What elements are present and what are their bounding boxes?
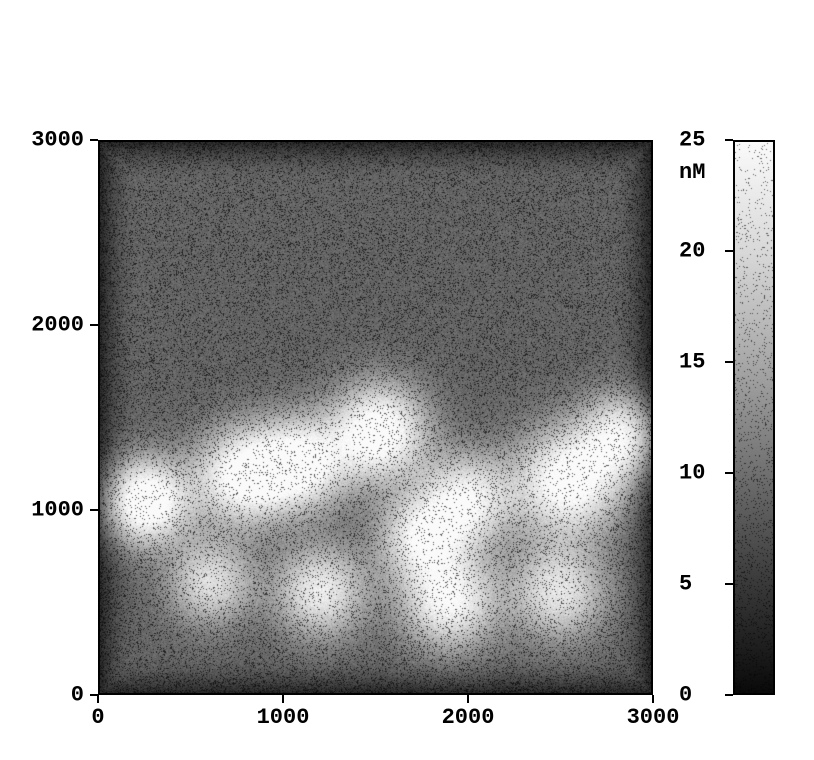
colorbar-tick-mark (725, 583, 733, 585)
colorbar-tick-label: 5 (679, 572, 692, 597)
y-tick-label: 1000 (14, 498, 84, 523)
colorbar-tick-mark (725, 472, 733, 474)
x-tick-label: 3000 (627, 705, 680, 730)
colorbar-tick-mark (725, 694, 733, 696)
x-tick-mark (282, 695, 284, 703)
colorbar-tick-label: 10 (679, 461, 705, 486)
y-tick-mark (90, 509, 98, 511)
y-tick-label: 2000 (14, 313, 84, 338)
colorbar-tick-label: 0 (679, 683, 692, 708)
x-tick-mark (97, 695, 99, 703)
x-tick-label: 2000 (442, 705, 495, 730)
x-tick-mark (652, 695, 654, 703)
heatmap-plot (98, 140, 653, 695)
x-tick-label: 0 (91, 705, 104, 730)
y-tick-label: 3000 (14, 128, 84, 153)
colorbar-tick-label: 15 (679, 350, 705, 375)
colorbar-tick-mark (725, 139, 733, 141)
colorbar-tick-label: 25 (679, 128, 705, 153)
colorbar-unit-label: nM (679, 160, 705, 185)
colorbar-canvas (735, 142, 773, 693)
x-tick-label: 1000 (257, 705, 310, 730)
figure: 010002000300001000200030000510152025nM (0, 0, 814, 760)
y-tick-mark (90, 324, 98, 326)
colorbar-tick-mark (725, 361, 733, 363)
heatmap-canvas (100, 142, 651, 693)
x-tick-mark (467, 695, 469, 703)
y-tick-mark (90, 139, 98, 141)
y-tick-label: 0 (14, 683, 84, 708)
colorbar-tick-label: 20 (679, 239, 705, 264)
colorbar-tick-mark (725, 250, 733, 252)
colorbar (733, 140, 775, 695)
